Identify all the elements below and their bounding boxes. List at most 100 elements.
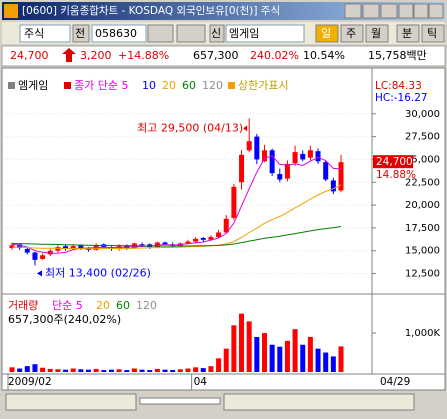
volume-bar <box>17 368 23 372</box>
volume-bar <box>55 369 61 372</box>
last-price-box <box>373 155 413 169</box>
volume-bar <box>223 348 229 372</box>
y-tick-label: 30,000 <box>405 109 440 120</box>
market: 주식 <box>24 27 44 40</box>
button[interactable] <box>380 3 398 19</box>
close[interactable] <box>428 3 444 19</box>
volume-bar <box>108 369 114 372</box>
candle-body <box>284 164 290 179</box>
maximize[interactable] <box>413 3 429 19</box>
period-button[interactable] <box>421 24 445 43</box>
legend-icon <box>64 82 71 89</box>
last-price: 24,700 <box>376 156 413 168</box>
candle-body <box>231 186 237 218</box>
stock-legend: 엠게임 <box>18 79 48 92</box>
volume-bar <box>32 364 38 372</box>
last-pct: 14.88% <box>376 169 416 181</box>
low-annotation: 최저 13,400 (02/26) <box>45 266 151 279</box>
volume-bar <box>216 358 222 372</box>
legend-label: 20 <box>162 79 176 92</box>
volume-bar <box>185 368 191 372</box>
tool-buttons[interactable] <box>223 393 415 411</box>
candle-body <box>193 238 199 242</box>
volume-bar <box>101 370 107 372</box>
volume-bar <box>338 346 344 372</box>
candle-body <box>162 242 168 245</box>
volume-bar <box>208 366 214 372</box>
lc-label: LC:84.33 <box>375 80 422 92</box>
candle-body <box>208 237 214 240</box>
low-arrow <box>36 270 42 277</box>
new-button[interactable] <box>209 24 225 43</box>
title-buttons[interactable] <box>344 3 444 19</box>
period-button[interactable] <box>396 24 420 43</box>
stock-name: 엠게임 <box>229 27 259 40</box>
period-button[interactable] <box>315 24 339 43</box>
prev-button[interactable] <box>72 24 90 43</box>
y-tick-label: 25,000 <box>405 154 440 165</box>
candle-body <box>223 218 229 233</box>
legend-label: 10 <box>142 79 156 92</box>
info-row <box>1 45 446 67</box>
candle-body <box>55 247 61 251</box>
volume-bar <box>330 356 336 372</box>
slider[interactable] <box>139 397 221 405</box>
search-button[interactable] <box>147 24 174 43</box>
volume-note: 657,300주(240,02%) <box>8 313 121 326</box>
code-input[interactable] <box>91 24 147 43</box>
volume-bar <box>239 313 245 372</box>
candle-body <box>17 244 23 248</box>
volume-bar <box>231 325 237 372</box>
volume-bar <box>124 370 130 372</box>
volume-legend: 단순 5 <box>52 299 83 312</box>
legend-icon <box>228 82 235 89</box>
period-label: 일 <box>321 26 331 40</box>
volume-bar <box>284 340 290 372</box>
candle-body <box>78 245 84 248</box>
volume-bar <box>63 369 69 372</box>
volume-bar <box>162 369 168 372</box>
prev: 전 <box>75 27 85 40</box>
volume-bar <box>261 333 267 372</box>
new: 신 <box>211 27 221 40</box>
candle-body <box>47 250 53 255</box>
volume-legend: 120 <box>136 299 157 312</box>
market-select[interactable] <box>19 24 71 43</box>
x-tick-label: 04/29 <box>380 376 410 388</box>
volume-bar <box>154 368 160 372</box>
app-icon <box>4 4 18 18</box>
candle-body <box>139 244 145 246</box>
minimize[interactable] <box>398 3 414 19</box>
y-tick-label: 20,000 <box>405 200 440 211</box>
nav-buttons[interactable] <box>5 393 137 411</box>
volume-bar <box>323 352 329 372</box>
x-tick-label: 2009/02 <box>8 376 52 388</box>
volume: 657,300 <box>193 49 239 62</box>
window-title: [0600] 키움종합차트 - KOSDAQ 외국인보유[0(천)] 주식 <box>22 5 280 17</box>
candle-body <box>216 232 222 238</box>
volume-bar <box>93 368 99 372</box>
y-tick-label: 12,500 <box>405 269 440 280</box>
candle-body <box>269 150 275 174</box>
button[interactable] <box>344 3 362 19</box>
volume-bar <box>70 368 76 372</box>
period-button[interactable] <box>340 24 364 43</box>
button[interactable] <box>362 3 380 19</box>
candle-body <box>307 150 313 158</box>
sound-button[interactable] <box>176 24 206 43</box>
candle-body <box>246 141 252 151</box>
volume-bar <box>200 368 206 372</box>
y2-tick-label: 1,000K <box>405 328 441 339</box>
candle-body <box>200 237 206 240</box>
period-label: 주 <box>346 27 356 40</box>
candle-body <box>338 162 344 191</box>
hc-label: HC:-16.27 <box>375 92 428 104</box>
up-arrow <box>62 48 76 62</box>
volume-bar <box>78 369 84 372</box>
volume-bar <box>300 344 306 372</box>
volume-bar <box>277 346 283 372</box>
candle-body <box>261 150 267 162</box>
period-button[interactable] <box>365 24 389 43</box>
